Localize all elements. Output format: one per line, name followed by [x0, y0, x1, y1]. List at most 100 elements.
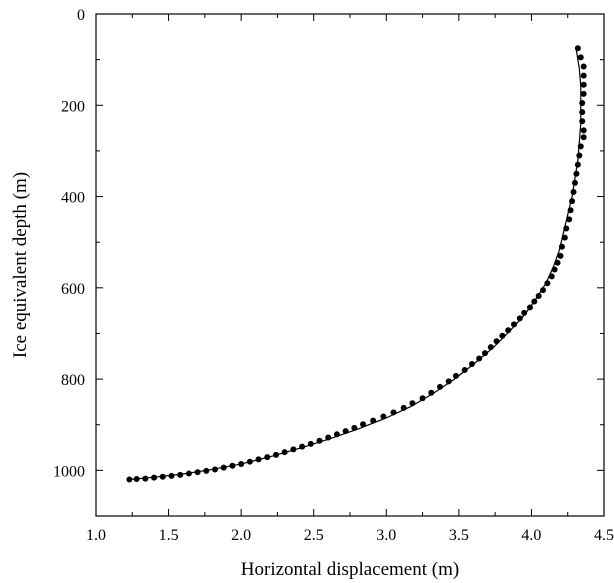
data-point: [579, 118, 586, 125]
y-tick-label: 400: [61, 190, 85, 207]
data-point: [516, 315, 523, 322]
data-point: [580, 81, 587, 88]
data-point: [400, 404, 407, 411]
data-point: [544, 280, 551, 287]
y-tick-label: 0: [77, 7, 85, 24]
data-point: [576, 152, 583, 159]
y-tick-label: 200: [61, 98, 85, 115]
data-point: [574, 161, 581, 168]
data-point: [380, 413, 387, 420]
plot-frame: [95, 13, 605, 517]
data-point: [561, 234, 568, 241]
y-axis: 0 200 400 600 800 1000: [53, 7, 604, 480]
x-axis-title: Horizontal displacement (m): [241, 559, 459, 580]
data-point: [316, 437, 323, 444]
data-point: [307, 440, 314, 447]
data-point: [255, 456, 262, 463]
data-point: [194, 469, 201, 476]
plot-area: [126, 45, 587, 483]
data-point: [540, 287, 547, 294]
data-point: [574, 45, 581, 52]
data-point: [185, 470, 192, 477]
data-point: [419, 395, 426, 402]
x-tick-label: 4.0: [521, 527, 541, 544]
data-point: [573, 170, 580, 177]
data-point: [580, 134, 587, 141]
data-point: [461, 366, 468, 373]
data-point: [505, 327, 512, 334]
data-point: [325, 434, 332, 441]
y-tick-label: 1000: [53, 463, 85, 480]
data-point: [409, 400, 416, 407]
data-point: [360, 421, 367, 428]
data-point: [535, 293, 542, 300]
data-point: [342, 428, 349, 435]
x-tick-label: 4.5: [594, 527, 614, 544]
data-point: [351, 424, 358, 431]
data-point: [521, 309, 528, 316]
data-point: [499, 332, 506, 339]
data-point: [567, 207, 574, 214]
data-point: [290, 446, 297, 453]
data-point: [579, 109, 586, 116]
data-point: [212, 466, 219, 473]
data-point: [476, 355, 483, 362]
x-tick-label: 2.5: [304, 527, 324, 544]
data-point: [246, 458, 253, 465]
data-point: [264, 454, 271, 461]
data-point: [571, 179, 578, 186]
data-point: [554, 259, 561, 266]
data-point: [577, 143, 584, 150]
data-point: [370, 417, 377, 424]
data-point: [151, 474, 158, 481]
data-point: [333, 431, 340, 438]
data-point: [220, 464, 227, 471]
data-point: [580, 72, 587, 79]
x-axis: 1.0 1.5 2.0 2.5 3.0 3.5 4.0 4.5: [86, 14, 614, 544]
data-point: [557, 252, 564, 259]
data-point: [511, 321, 518, 328]
data-point: [390, 409, 397, 416]
data-point: [580, 63, 587, 70]
data-point: [493, 338, 500, 345]
data-point: [126, 476, 133, 483]
data-point: [481, 350, 488, 357]
data-point: [238, 460, 245, 467]
data-point: [570, 188, 577, 195]
data-point: [580, 127, 587, 134]
data-point: [159, 473, 166, 480]
y-tick-label: 600: [61, 281, 85, 298]
x-tick-label: 3.5: [449, 527, 469, 544]
data-point: [177, 471, 184, 478]
data-point: [272, 451, 279, 458]
data-point: [551, 266, 558, 273]
data-point: [452, 372, 459, 379]
x-tick-label: 3.0: [376, 527, 396, 544]
data-point: [531, 298, 538, 305]
fit-line: [129, 50, 582, 481]
data-point: [577, 54, 584, 61]
x-tick-label: 1.5: [159, 527, 179, 544]
data-point: [468, 361, 475, 368]
data-point: [229, 462, 236, 469]
x-tick-label: 2.0: [231, 527, 251, 544]
data-point: [133, 476, 140, 483]
y-tick-label: 800: [61, 372, 85, 389]
data-point: [445, 378, 452, 385]
data-point: [436, 383, 443, 390]
x-tick-label: 1.0: [86, 527, 106, 544]
y-axis-title: Ice equivalent depth (m): [10, 172, 31, 358]
data-point: [168, 472, 175, 479]
data-point: [558, 243, 565, 250]
data-point: [428, 389, 435, 396]
data-point: [281, 449, 288, 456]
data-point: [563, 225, 570, 232]
data-point: [569, 198, 576, 205]
data-point: [579, 99, 586, 106]
data-point: [487, 344, 494, 351]
data-point: [580, 90, 587, 97]
data-point: [142, 475, 149, 482]
data-point: [548, 273, 555, 280]
data-point: [526, 304, 533, 311]
